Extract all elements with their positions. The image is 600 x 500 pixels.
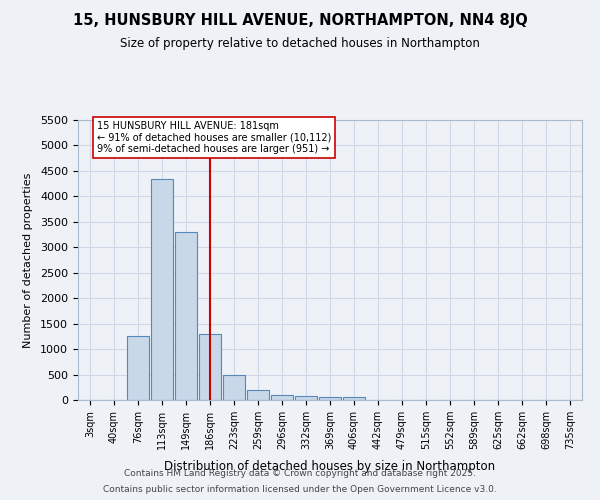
Text: 15 HUNSBURY HILL AVENUE: 181sqm
← 91% of detached houses are smaller (10,112)
9%: 15 HUNSBURY HILL AVENUE: 181sqm ← 91% of… [97, 121, 331, 154]
Bar [223, 374, 245, 400]
Bar [175, 232, 197, 400]
Text: Contains public sector information licensed under the Open Government Licence v3: Contains public sector information licen… [103, 485, 497, 494]
Bar [199, 334, 221, 400]
Text: Size of property relative to detached houses in Northampton: Size of property relative to detached ho… [120, 38, 480, 51]
X-axis label: Distribution of detached houses by size in Northampton: Distribution of detached houses by size … [164, 460, 496, 473]
Text: 15, HUNSBURY HILL AVENUE, NORTHAMPTON, NN4 8JQ: 15, HUNSBURY HILL AVENUE, NORTHAMPTON, N… [73, 12, 527, 28]
Bar [127, 336, 149, 400]
Bar [295, 396, 317, 400]
Text: Contains HM Land Registry data © Crown copyright and database right 2025.: Contains HM Land Registry data © Crown c… [124, 468, 476, 477]
Bar [271, 395, 293, 400]
Y-axis label: Number of detached properties: Number of detached properties [23, 172, 33, 348]
Bar [319, 398, 341, 400]
Bar [247, 390, 269, 400]
Bar [343, 398, 365, 400]
Bar [151, 178, 173, 400]
